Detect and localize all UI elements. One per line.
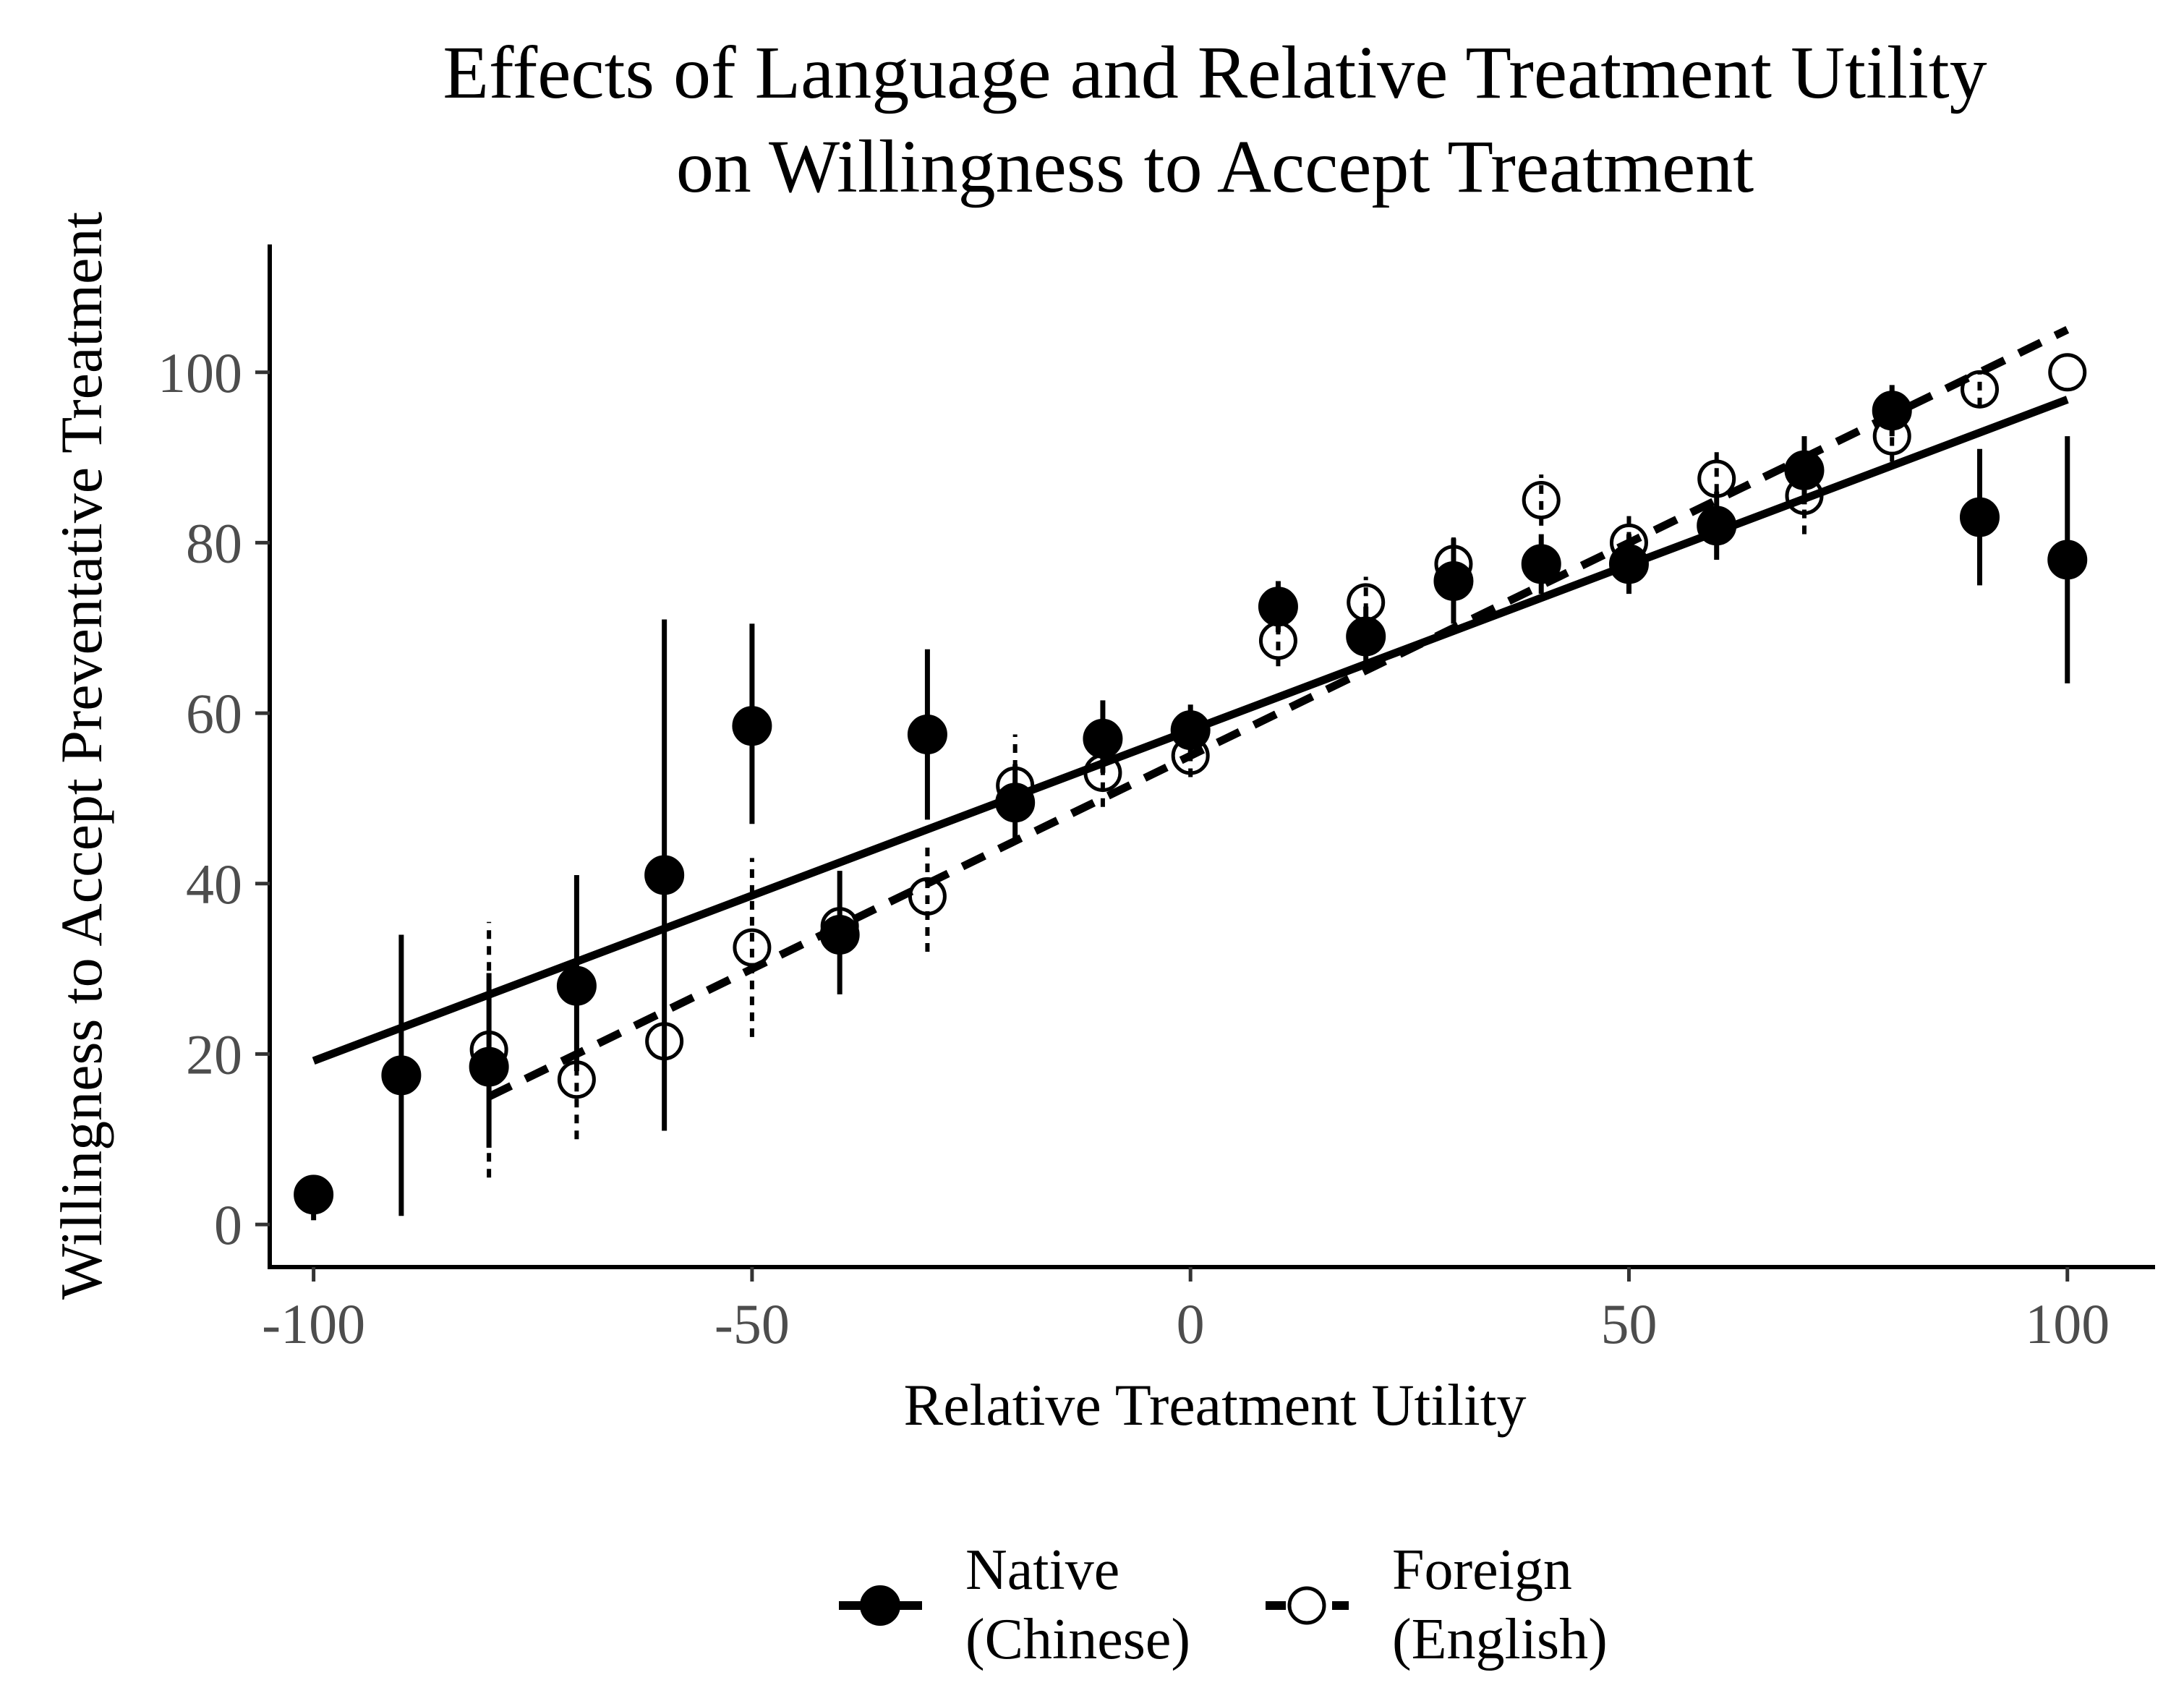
point-native	[907, 715, 947, 755]
point-native	[1170, 710, 1211, 751]
y-axis-title: Willingness to Accept Preventative Treat…	[48, 212, 114, 1300]
point-foreign	[645, 1022, 684, 1061]
legend-foreign-marker	[1287, 1586, 1326, 1625]
legend-native-marker	[860, 1585, 900, 1626]
y-tick-label: 40	[186, 853, 242, 916]
legend: Native (Chinese) Foreign (English)	[839, 1538, 1608, 1671]
y-axis-ticks: 0 20 40 60 80 100	[158, 341, 270, 1256]
point-native	[1872, 391, 1912, 431]
point-native	[819, 914, 860, 955]
point-foreign	[1960, 370, 1999, 409]
point-foreign	[2048, 353, 2087, 392]
y-tick-label: 100	[158, 341, 242, 404]
legend-item-foreign: Foreign (English)	[1266, 1538, 1608, 1671]
point-native	[995, 783, 1036, 823]
point-native	[1959, 497, 2000, 537]
point-foreign	[1522, 481, 1561, 519]
point-native	[469, 1046, 509, 1087]
point-native	[1258, 587, 1298, 627]
point-foreign	[1697, 459, 1736, 498]
chart-title-line-1: Effects of Language and Relative Treatme…	[443, 31, 1987, 114]
point-foreign	[908, 877, 947, 916]
legend-foreign-label-line-2: (English)	[1392, 1608, 1608, 1671]
x-tick-label: -100	[262, 1292, 365, 1355]
point-native	[556, 965, 597, 1006]
x-tick-label: -50	[715, 1292, 790, 1355]
point-native	[1784, 450, 1825, 490]
point-native	[294, 1174, 334, 1215]
x-tick-label: 100	[2025, 1292, 2110, 1355]
point-foreign	[733, 928, 772, 967]
y-tick-label: 20	[186, 1023, 242, 1086]
point-native	[1521, 544, 1561, 584]
legend-item-native: Native (Chinese)	[839, 1538, 1190, 1671]
point-native	[2047, 540, 2088, 580]
x-tick-label: 50	[1600, 1292, 1657, 1355]
point-native	[1346, 616, 1386, 657]
y-tick-label: 0	[214, 1193, 242, 1256]
x-axis-ticks: -100 -50 0 50 100	[262, 1267, 2110, 1355]
point-foreign	[557, 1060, 596, 1099]
point-native	[1697, 506, 1737, 546]
legend-foreign-label-line-1: Foreign	[1392, 1538, 1572, 1602]
point-native	[1608, 544, 1649, 584]
x-tick-label: 0	[1177, 1292, 1205, 1355]
chart-title-line-2: on Willingness to Accept Treatment	[676, 125, 1754, 208]
point-native	[1433, 560, 1474, 601]
point-native	[644, 855, 685, 895]
x-axis-title: Relative Treatment Utility	[904, 1372, 1527, 1438]
y-tick-label: 60	[186, 682, 242, 745]
point-native	[732, 706, 772, 746]
legend-native-label-line-2: (Chinese)	[965, 1608, 1190, 1671]
y-tick-label: 80	[186, 511, 242, 574]
plot-area	[294, 325, 2088, 1221]
point-native	[1083, 718, 1123, 759]
point-native	[381, 1055, 422, 1096]
legend-native-label-line-1: Native	[965, 1538, 1119, 1602]
